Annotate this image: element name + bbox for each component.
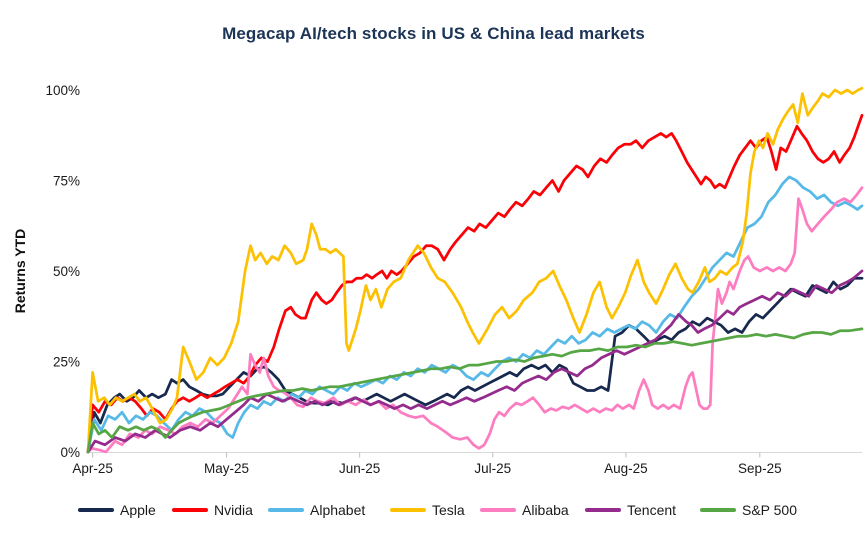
series-line-tesla: [86, 86, 864, 454]
series-line-alphabet: [86, 175, 864, 454]
series-line-nvidia: [86, 113, 864, 454]
legend-item-apple: Apple: [78, 502, 156, 518]
legend-item-tesla: Tesla: [390, 502, 465, 518]
chart-legend: Apple Nvidia Alphabet Tesla Alibaba Tencent S&…: [0, 502, 867, 526]
series-line-alibaba: [86, 186, 864, 454]
y-tick-label: 100%: [45, 83, 80, 98]
legend-swatch-alibaba: [480, 508, 516, 512]
y-tick-label: 50%: [53, 264, 80, 279]
y-tick-label: 0%: [60, 445, 80, 460]
y-axis-title: Returns YTD: [12, 229, 28, 314]
x-tick-label: Apr-25: [72, 461, 113, 476]
x-tick-label: Sep-25: [738, 461, 782, 476]
legend-item-nvidia: Nvidia: [172, 502, 253, 518]
x-tick-label: Aug-25: [604, 461, 648, 476]
y-tick-label: 75%: [53, 174, 80, 189]
series-line-apple: [86, 276, 864, 454]
chart-title: Megacap AI/tech stocks in US & China lea…: [222, 24, 645, 43]
y-tick-label: 25%: [53, 355, 80, 370]
x-tick-label: Jun-25: [339, 461, 380, 476]
legend-swatch-apple: [78, 508, 114, 512]
legend-label-apple: Apple: [120, 502, 156, 518]
legend-item-alibaba: Alibaba: [480, 502, 569, 518]
series-line-tencent: [86, 269, 864, 454]
x-tick-label: May-25: [204, 461, 249, 476]
legend-label-alibaba: Alibaba: [522, 502, 569, 518]
legend-swatch-tencent: [585, 508, 621, 512]
legend-label-s-p-500: S&P 500: [742, 502, 798, 518]
legend-item-s-p-500: S&P 500: [700, 502, 797, 518]
series-line-s-p-500: [86, 327, 864, 454]
x-tick-label: Jul-25: [474, 461, 511, 476]
legend-label-tencent: Tencent: [627, 502, 677, 518]
legend-swatch-nvidia: [172, 508, 208, 512]
legend-label-nvidia: Nvidia: [214, 502, 253, 518]
legend-label-alphabet: Alphabet: [310, 502, 366, 518]
legend-label-tesla: Tesla: [432, 502, 465, 518]
legend-swatch-alphabet: [268, 508, 304, 512]
legend-item-alphabet: Alphabet: [268, 502, 365, 518]
legend-item-tencent: Tencent: [585, 502, 676, 518]
legend-swatch-s-p-500: [700, 508, 736, 512]
legend-swatch-tesla: [390, 508, 426, 512]
